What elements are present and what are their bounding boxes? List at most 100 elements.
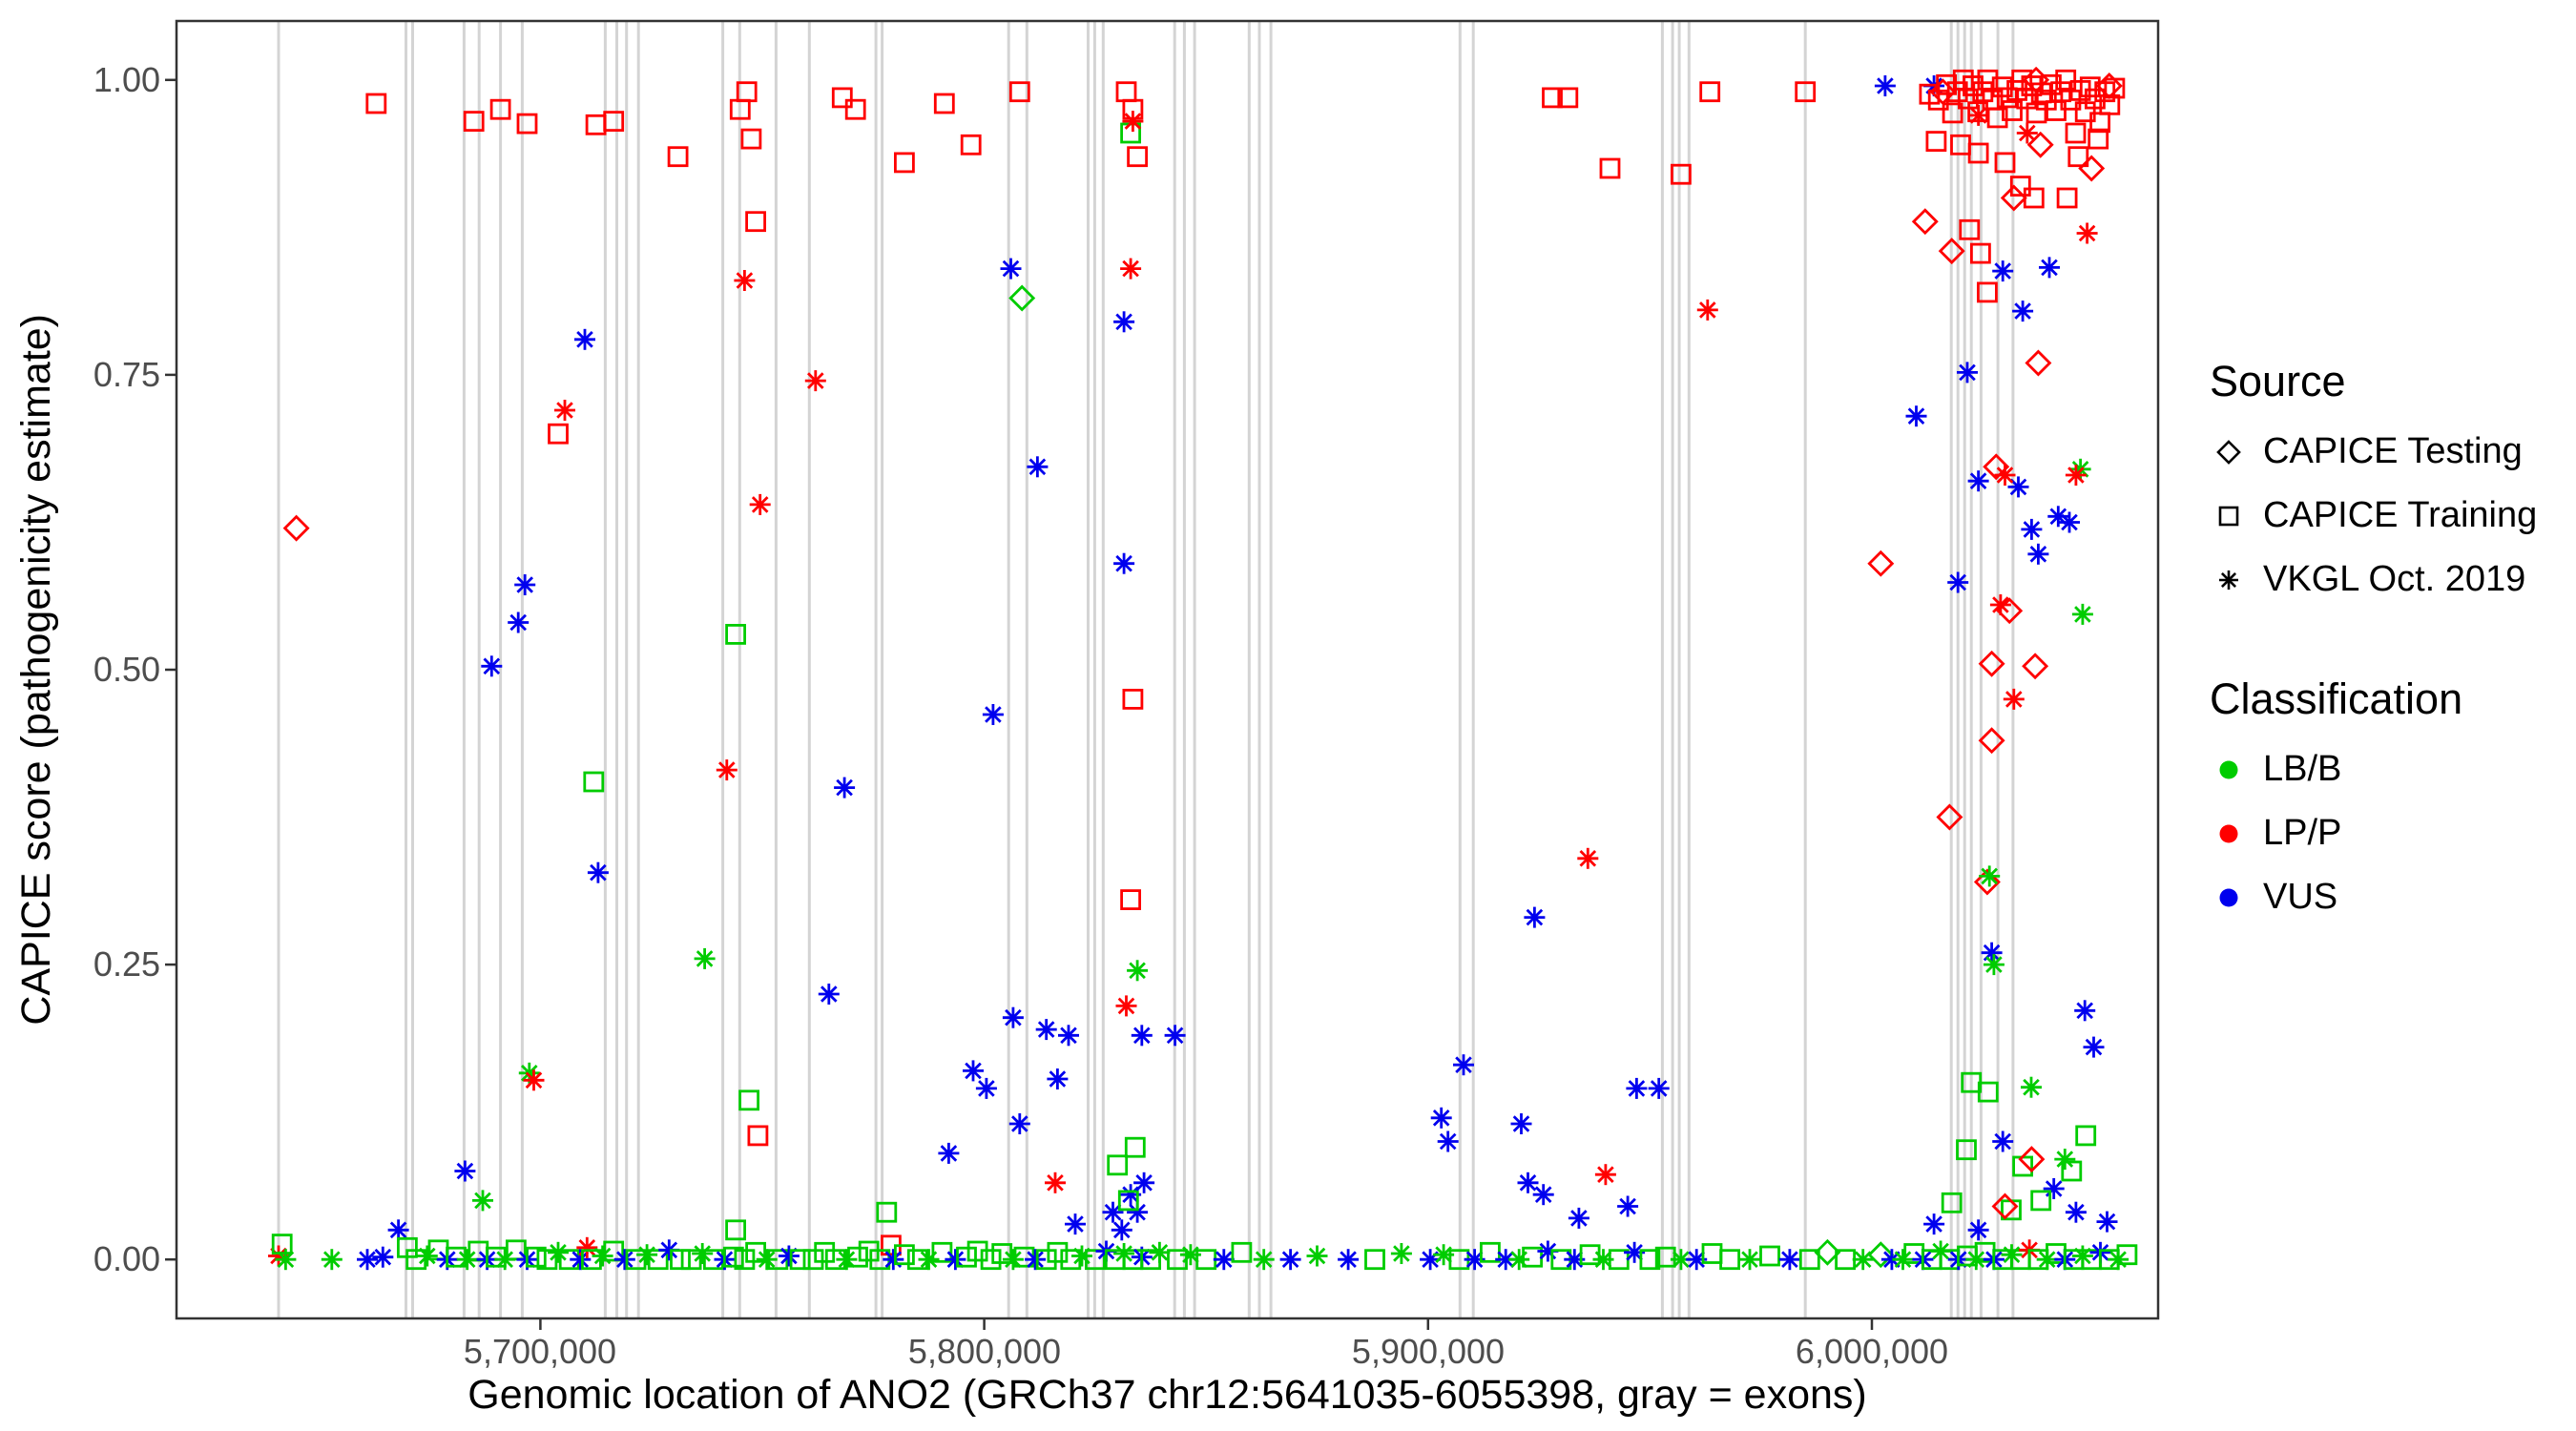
scatter-point xyxy=(818,984,840,1005)
scatter-point xyxy=(2059,511,2080,533)
scatter-point xyxy=(938,1142,960,1164)
scatter-point xyxy=(1306,1245,1328,1267)
scatter-point xyxy=(548,423,569,445)
scatter-point xyxy=(2075,1125,2097,1147)
scatter-point xyxy=(2078,155,2106,182)
scatter-point xyxy=(1195,1249,1217,1271)
scatter-point xyxy=(1111,1219,1132,1241)
scatter-point xyxy=(1115,995,1137,1017)
scatter-point xyxy=(372,1246,394,1268)
legend-entry-capice-training: CAPICE Training xyxy=(2210,495,2537,536)
y-axis-title-text: CAPICE score (pathogenicity estimate) xyxy=(13,314,59,1026)
scatter-point xyxy=(321,1249,343,1271)
scatter-point xyxy=(1814,1238,1841,1266)
y-tick-label: 0.75 xyxy=(93,355,160,394)
scatter-point xyxy=(1992,1130,2014,1152)
scatter-point xyxy=(722,1246,744,1268)
legend-entry-label: CAPICE Testing xyxy=(2263,431,2523,471)
legend-entry-label: VKGL Oct. 2019 xyxy=(2263,559,2526,599)
scatter-point xyxy=(525,1246,547,1268)
scatter-point xyxy=(1122,111,1144,133)
scatter-point xyxy=(1978,650,2005,677)
scatter-point xyxy=(489,98,511,120)
scatter-point xyxy=(1085,1249,1106,1271)
scatter-point xyxy=(2003,688,2025,710)
scatter-point xyxy=(1524,906,1546,928)
legend-entry-lbb: LB/B xyxy=(2210,749,2537,790)
scatter-point xyxy=(1905,405,1927,427)
scatter-point xyxy=(1957,362,1978,384)
scatter-point xyxy=(844,98,866,120)
scatter-point xyxy=(2026,131,2054,158)
scatter-point xyxy=(1911,208,1939,236)
blue-dot-icon xyxy=(2219,888,2238,906)
scatter-point xyxy=(1065,1213,1086,1235)
scatter-point xyxy=(1996,597,2024,625)
scatter-point xyxy=(454,1160,476,1182)
scatter-point xyxy=(2016,122,2038,144)
scatter-point xyxy=(1991,76,2013,98)
scatter-point xyxy=(1495,1249,1517,1271)
scatter-point xyxy=(1983,954,2005,976)
scatter-point xyxy=(1967,101,1989,123)
scatter-point xyxy=(523,1069,545,1091)
scatter-point xyxy=(749,493,771,515)
scatter-point xyxy=(416,1245,438,1267)
scatter-point xyxy=(725,624,746,645)
scatter-point xyxy=(636,1244,658,1266)
legend-entry-lpp: LP/P xyxy=(2210,813,2537,854)
scatter-point xyxy=(583,771,605,793)
scatter-point xyxy=(387,1219,409,1241)
scatter-point xyxy=(740,128,762,150)
scatter-point xyxy=(876,1201,898,1223)
scatter-point xyxy=(1122,689,1144,710)
scatter-point xyxy=(2116,1244,2138,1266)
scatter-point xyxy=(576,1236,598,1258)
scatter-point xyxy=(1599,157,1621,179)
scatter-point xyxy=(2055,69,2077,91)
scatter-point xyxy=(975,1077,997,1099)
legend-entry-label: LB/B xyxy=(2263,749,2342,789)
scatter-point xyxy=(1973,868,2001,896)
scatter-point xyxy=(1979,865,2001,887)
scatter-point xyxy=(587,861,609,883)
scatter-point xyxy=(1967,470,1989,492)
diamond-marker-icon xyxy=(2216,439,2241,465)
scatter-point xyxy=(365,93,387,114)
scatter-point xyxy=(1045,1172,1066,1193)
scatter-point xyxy=(1120,889,1141,910)
scatter-point xyxy=(1532,1184,1554,1206)
scatter-point xyxy=(574,328,595,350)
scatter-point xyxy=(1179,1244,1201,1266)
scatter-point xyxy=(592,1245,613,1267)
scatter-point xyxy=(1124,1136,1146,1158)
scatter-point xyxy=(2054,1149,2076,1171)
y-tick-label: 0.50 xyxy=(93,650,160,689)
scatter-point xyxy=(1967,1219,1989,1241)
scatter-point xyxy=(536,1249,558,1271)
scatter-point xyxy=(1058,1025,1079,1047)
scatter-point xyxy=(516,113,538,135)
scatter-point xyxy=(1338,1249,1360,1271)
scatter-point xyxy=(1213,1249,1235,1271)
scatter-point xyxy=(1852,1249,1874,1271)
scatter-point xyxy=(1624,1241,1646,1263)
scatter-point xyxy=(1231,1241,1253,1263)
scatter-point xyxy=(1925,131,1947,153)
scatter-point xyxy=(1437,1130,1459,1152)
scatter-point xyxy=(1992,260,2014,282)
scatter-point xyxy=(960,134,982,156)
legend-classification-group: Classification LB/B LP/P VUS xyxy=(2210,674,2537,918)
legend-source-group: Source CAPICE Testing CAPICE Training xyxy=(2210,357,2537,600)
scatter-point xyxy=(271,1234,293,1255)
scatter-point xyxy=(1950,134,1971,156)
y-tick-label: 0.00 xyxy=(93,1239,160,1278)
scatter-point xyxy=(2027,543,2049,565)
scatter-point xyxy=(1117,1190,1139,1212)
scatter-point xyxy=(1778,1249,1800,1271)
scatter-point xyxy=(1991,1192,2019,1220)
scatter-point xyxy=(2095,73,2123,99)
scatter-point xyxy=(1941,1192,1963,1213)
x-tick-label: 5,800,000 xyxy=(907,1332,1062,1371)
